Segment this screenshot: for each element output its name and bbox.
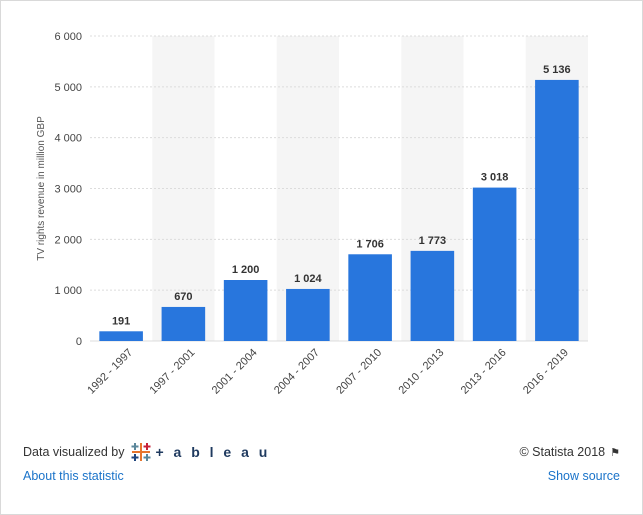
footer-top-row: Data visualized by [23, 441, 620, 463]
x-tick-label: 2001 - 2004 [210, 347, 260, 397]
x-tick-label: 2016 - 2019 [521, 347, 571, 397]
x-tick-label: 2013 - 2016 [459, 347, 509, 397]
about-statistic-link[interactable]: About this statistic [23, 469, 124, 483]
bar-value-label: 670 [174, 291, 192, 303]
y-tick-label: 6 000 [54, 31, 82, 43]
bar-value-label: 1 200 [232, 264, 260, 276]
show-source-link[interactable]: Show source [547, 469, 620, 483]
footer-links-row: About this statistic Show source [23, 469, 620, 483]
bar-2 [223, 280, 268, 341]
x-tick-label: 2004 - 2007 [272, 347, 322, 397]
visualized-by-text: Data visualized by [23, 445, 125, 459]
x-tick-label: 1992 - 1997 [85, 347, 135, 397]
y-tick-label: 0 [76, 336, 82, 348]
bar-4 [348, 254, 392, 341]
y-tick-label: 4 000 [54, 133, 82, 145]
bar-value-label: 3 018 [481, 172, 509, 184]
x-tick-label: 1997 - 2001 [147, 347, 197, 397]
bar-value-label: 1 024 [294, 273, 322, 285]
bar-5 [410, 250, 455, 341]
bar-0 [99, 331, 143, 341]
tableau-credit: Data visualized by [23, 441, 270, 463]
copyright: © Statista 2018 ⚑ [519, 445, 620, 459]
x-tick-label: 2010 - 2013 [396, 347, 446, 397]
y-tick-label: 2 000 [54, 234, 82, 246]
copyright-text: © Statista 2018 [519, 445, 606, 459]
tableau-logo-icon[interactable]: + a b l e a u [130, 441, 270, 463]
y-tick-label: 1 000 [54, 285, 82, 297]
y-tick-label: 5 000 [54, 82, 82, 94]
bar-1 [161, 306, 206, 341]
bar-value-label: 191 [112, 315, 130, 327]
bar-value-label: 5 136 [543, 64, 571, 76]
tableau-wordmark: + a b l e a u [155, 444, 271, 460]
flag-icon[interactable]: ⚑ [610, 447, 620, 459]
bar-6 [472, 187, 517, 341]
y-axis-title: TV rights revenue in million GBP [36, 116, 47, 261]
bar-value-label: 1 706 [356, 238, 384, 250]
bar-7 [535, 79, 579, 342]
x-tick-label: 2007 - 2010 [334, 347, 384, 397]
bar-chart: 0 1 000 2 000 3 000 4 000 5 000 6 000 TV rights… [36, 31, 588, 397]
bar-value-label: 1 773 [419, 235, 447, 247]
y-tick-label: 3 000 [54, 184, 82, 196]
bar-3 [286, 288, 330, 341]
